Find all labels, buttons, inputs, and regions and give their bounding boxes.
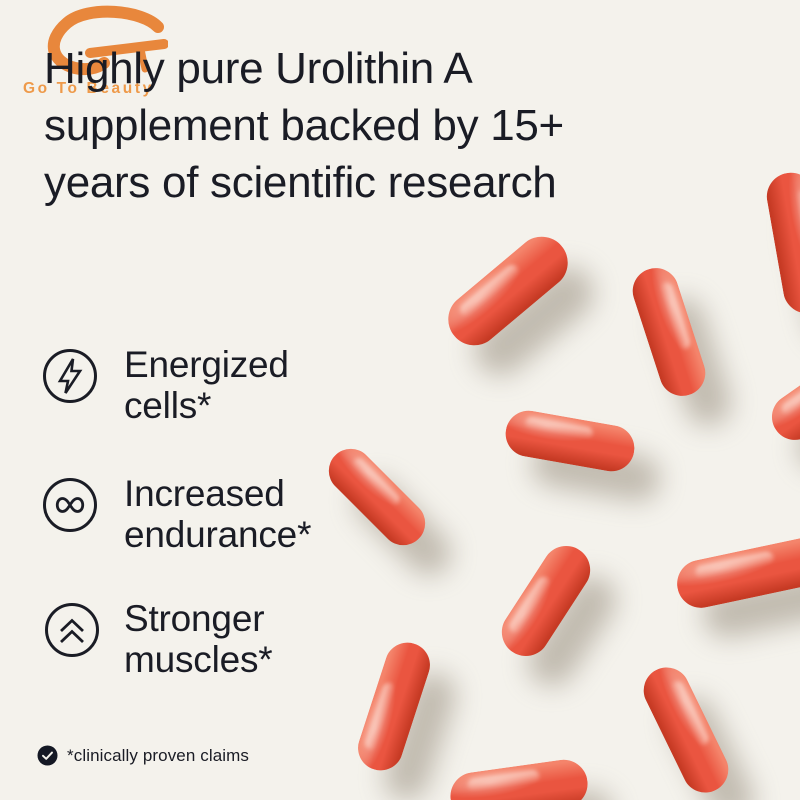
- benefit-line: cells*: [124, 385, 212, 426]
- benefit-energized-cells: Energized cells*: [124, 344, 289, 426]
- headline-line-1: Highly pure Urolithin A: [44, 44, 473, 93]
- lightning-icon: [42, 348, 98, 404]
- double-chevron-up-icon: [44, 602, 100, 658]
- benefit-line: Increased: [124, 473, 285, 514]
- footnote-text: *clinically proven claims: [67, 745, 250, 765]
- brand-logo-text: Go To Beauty: [23, 80, 154, 97]
- benefit-increased-endurance: Increased endurance*: [124, 473, 311, 555]
- benefit-line: Energized: [124, 344, 289, 385]
- infinity-icon: [42, 477, 98, 533]
- headline: Highly pure Urolithin A supplement backed…: [44, 40, 684, 211]
- headline-line-3: years of scientific research: [44, 158, 557, 207]
- footnote: *clinically proven claims: [37, 745, 249, 766]
- benefit-line: Stronger: [124, 598, 265, 639]
- brand-logo-g-icon: [47, 5, 168, 76]
- brand-logo: Go To Beauty: [18, 2, 168, 97]
- benefit-line: muscles*: [124, 639, 273, 680]
- check-icon: [37, 745, 58, 766]
- benefit-stronger-muscles: Stronger muscles*: [124, 598, 273, 680]
- benefit-line: endurance*: [124, 514, 312, 555]
- headline-line-2: supplement backed by 15+: [44, 101, 564, 150]
